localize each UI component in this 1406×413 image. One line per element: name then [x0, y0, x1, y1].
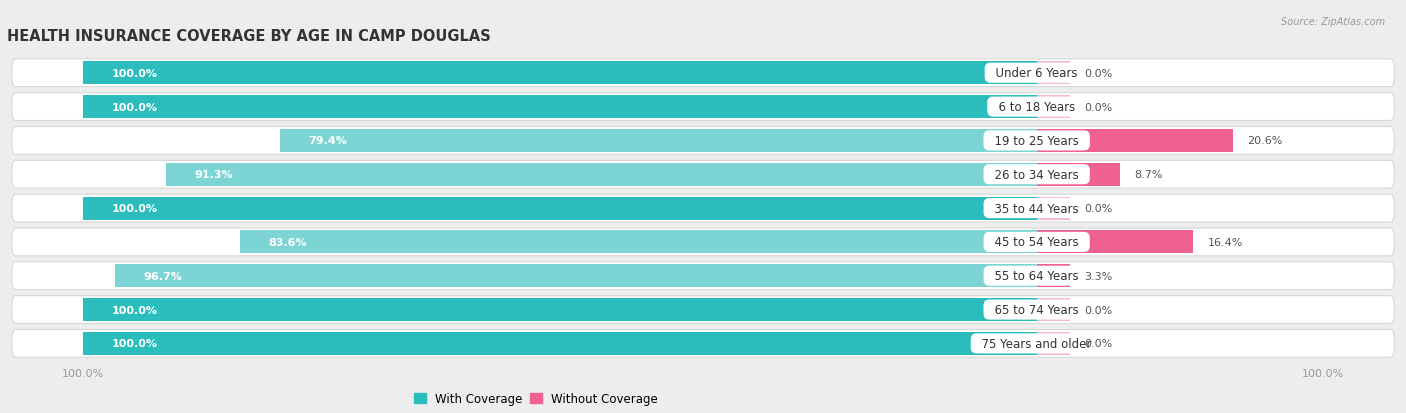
- Text: 35 to 44 Years: 35 to 44 Years: [987, 202, 1087, 215]
- Text: HEALTH INSURANCE COVERAGE BY AGE IN CAMP DOUGLAS: HEALTH INSURANCE COVERAGE BY AGE IN CAMP…: [7, 28, 491, 43]
- Text: 45 to 54 Years: 45 to 54 Years: [987, 236, 1087, 249]
- FancyBboxPatch shape: [11, 262, 1395, 290]
- Text: Source: ZipAtlas.com: Source: ZipAtlas.com: [1281, 17, 1385, 26]
- Bar: [1036, 332, 1070, 355]
- Bar: [83, 62, 1036, 85]
- FancyBboxPatch shape: [11, 195, 1395, 223]
- Text: 19 to 25 Years: 19 to 25 Years: [987, 135, 1087, 147]
- Text: 0.0%: 0.0%: [1084, 305, 1112, 315]
- Bar: [1036, 163, 1119, 186]
- Bar: [1036, 231, 1194, 254]
- FancyBboxPatch shape: [11, 127, 1395, 155]
- Bar: [1036, 96, 1070, 119]
- Text: 20.6%: 20.6%: [1247, 136, 1282, 146]
- FancyBboxPatch shape: [11, 60, 1395, 88]
- Text: 3.3%: 3.3%: [1084, 271, 1112, 281]
- Bar: [166, 163, 1036, 186]
- Text: 8.7%: 8.7%: [1133, 170, 1163, 180]
- Legend: With Coverage, Without Coverage: With Coverage, Without Coverage: [409, 387, 662, 410]
- Bar: [83, 197, 1036, 220]
- FancyBboxPatch shape: [11, 330, 1395, 357]
- FancyBboxPatch shape: [11, 93, 1395, 121]
- Bar: [83, 298, 1036, 321]
- Text: 100.0%: 100.0%: [112, 339, 157, 349]
- Text: 100.0%: 100.0%: [112, 69, 157, 78]
- Text: 100.0%: 100.0%: [112, 102, 157, 112]
- Text: 96.7%: 96.7%: [143, 271, 183, 281]
- Text: 91.3%: 91.3%: [195, 170, 233, 180]
- Bar: [115, 265, 1036, 287]
- FancyBboxPatch shape: [11, 296, 1395, 324]
- Text: 100.0%: 100.0%: [112, 305, 157, 315]
- Text: 16.4%: 16.4%: [1208, 237, 1243, 247]
- Text: 83.6%: 83.6%: [269, 237, 307, 247]
- Text: 0.0%: 0.0%: [1084, 69, 1112, 78]
- Text: 55 to 64 Years: 55 to 64 Years: [987, 270, 1087, 282]
- FancyBboxPatch shape: [11, 161, 1395, 189]
- Text: 0.0%: 0.0%: [1084, 102, 1112, 112]
- Bar: [83, 96, 1036, 119]
- FancyBboxPatch shape: [11, 228, 1395, 256]
- Bar: [1036, 298, 1070, 321]
- Text: 26 to 34 Years: 26 to 34 Years: [987, 169, 1087, 181]
- Bar: [83, 332, 1036, 355]
- Text: 6 to 18 Years: 6 to 18 Years: [991, 101, 1083, 114]
- Text: 75 Years and older: 75 Years and older: [974, 337, 1099, 350]
- Text: 65 to 74 Years: 65 to 74 Years: [987, 303, 1087, 316]
- Bar: [1036, 197, 1070, 220]
- Text: 0.0%: 0.0%: [1084, 339, 1112, 349]
- Bar: [280, 130, 1036, 152]
- Bar: [239, 231, 1036, 254]
- Bar: [1036, 130, 1233, 152]
- Text: Under 6 Years: Under 6 Years: [988, 67, 1085, 80]
- Bar: [1036, 62, 1070, 85]
- Text: 100.0%: 100.0%: [112, 204, 157, 214]
- Text: 79.4%: 79.4%: [308, 136, 347, 146]
- Text: 0.0%: 0.0%: [1084, 204, 1112, 214]
- Bar: [1036, 265, 1070, 287]
